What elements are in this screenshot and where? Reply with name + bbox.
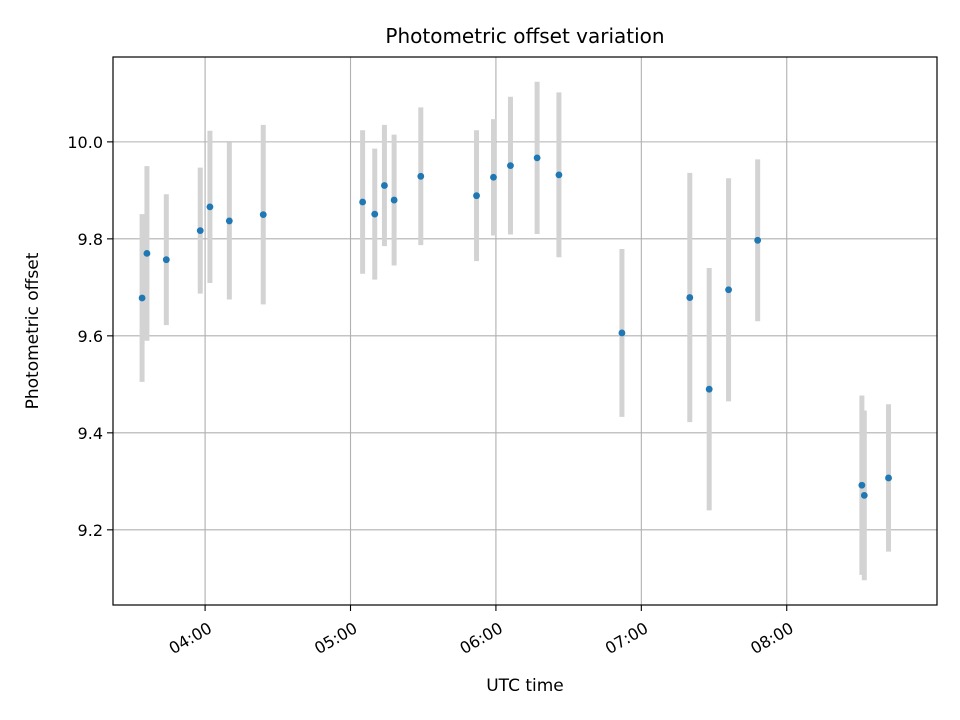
y-tick-label: 9.2: [78, 521, 103, 540]
data-point: [138, 294, 146, 302]
data-point: [754, 236, 762, 244]
y-tick-label: 10.0: [67, 133, 103, 152]
data-point: [686, 294, 694, 301]
data-point: [618, 329, 626, 337]
data-point: [417, 172, 425, 180]
data-point: [705, 385, 713, 393]
data-point: [555, 171, 563, 179]
x-axis-label: UTC time: [486, 676, 564, 696]
data-point: [860, 492, 868, 499]
data-point: [473, 192, 480, 200]
y-tick-label: 9.4: [78, 424, 103, 443]
data-point: [162, 256, 170, 264]
plot-area-frame: [112, 56, 938, 606]
data-point: [885, 474, 892, 482]
chart-title: Photometric offset variation: [385, 24, 664, 48]
data-point: [858, 481, 866, 489]
data-point: [196, 227, 204, 235]
data-point: [371, 210, 379, 218]
y-tick-label: 9.8: [78, 230, 103, 249]
data-point: [507, 162, 514, 170]
y-axis-label: Photometric offset: [23, 252, 43, 409]
data-points: [138, 154, 892, 499]
data-point: [725, 286, 732, 294]
data-point: [533, 154, 541, 162]
data-point: [359, 198, 367, 206]
y-tick-label: 9.6: [78, 327, 103, 346]
data-point: [259, 211, 267, 219]
data-point: [490, 173, 497, 181]
data-point: [390, 196, 398, 204]
data-point: [143, 250, 151, 257]
data-point: [381, 182, 388, 189]
data-point: [206, 203, 214, 211]
data-point: [225, 217, 233, 225]
